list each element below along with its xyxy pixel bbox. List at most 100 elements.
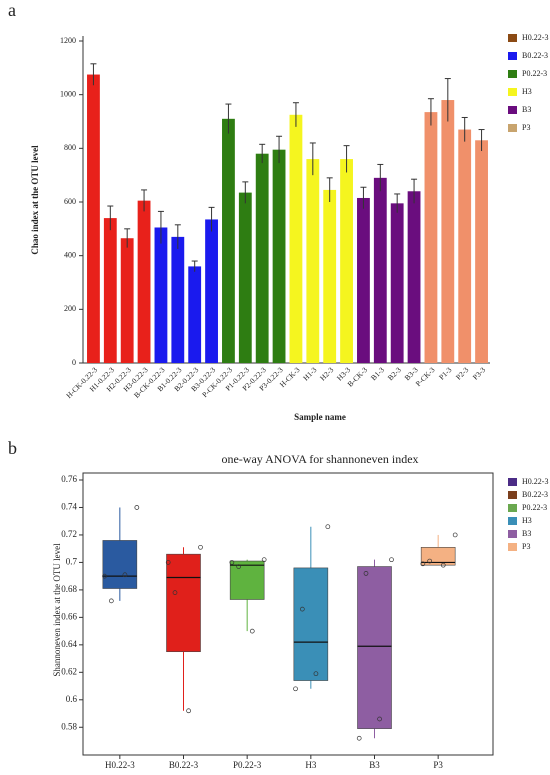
y-tick-label: 1200 (60, 36, 76, 45)
y-axis-label: Chao index at the OTU level (30, 145, 40, 255)
legend-swatch (508, 106, 517, 114)
legend-swatch (508, 52, 517, 60)
legend-label: P3 (522, 542, 530, 551)
box (166, 553, 201, 653)
bar (407, 191, 421, 363)
data-point (313, 671, 319, 677)
x-tick-label: B0.22-3 (169, 760, 199, 770)
data-point (172, 590, 178, 595)
legend-label: H3 (522, 87, 532, 96)
bar (441, 100, 455, 364)
y-tick-label: 0.72 (61, 529, 77, 539)
box (293, 567, 329, 681)
x-tick-label: P3 (433, 760, 443, 770)
y-tick-label: 0.66 (61, 611, 77, 621)
legend-swatch (508, 491, 517, 499)
data-point (299, 606, 305, 612)
legend-label: H3 (522, 516, 532, 525)
data-point (108, 598, 114, 604)
data-point (325, 524, 331, 530)
bar (373, 177, 387, 363)
bar (171, 236, 185, 363)
x-tick-label: B2-3 (386, 365, 403, 382)
data-point (452, 532, 458, 538)
data-point (440, 562, 446, 568)
data-point (261, 557, 267, 563)
bar (289, 114, 303, 364)
data-point (102, 573, 107, 579)
x-tick-label: B3 (369, 760, 380, 770)
data-point (363, 571, 369, 576)
data-point (122, 572, 128, 578)
legend-label: P3 (522, 123, 530, 132)
legend-label: B0.22-3 (522, 51, 548, 60)
bar (458, 129, 472, 363)
x-tick-label: H2-3 (318, 365, 335, 382)
legend-label: P0.22-3 (522, 69, 547, 78)
plot-frame (82, 472, 494, 756)
x-tick-label: B1-3 (369, 365, 386, 382)
data-point (186, 708, 191, 714)
bar (137, 200, 151, 363)
y-tick-label: 0.58 (61, 721, 77, 731)
bar (323, 189, 337, 363)
data-point (134, 505, 140, 510)
bar (475, 140, 488, 363)
x-axis-label: Sample name (294, 412, 346, 422)
data-point (198, 544, 203, 550)
y-tick-label: 0.76 (61, 474, 77, 484)
bar (306, 159, 320, 363)
y-tick-label: 0.6 (66, 694, 78, 704)
bar (238, 192, 252, 363)
data-point (236, 564, 242, 569)
legend-swatch (508, 70, 517, 78)
data-point (249, 628, 255, 634)
data-point (427, 558, 433, 564)
bar (255, 153, 269, 363)
y-tick-label: 0.68 (61, 584, 77, 594)
x-tick-label: P1-3 (437, 365, 454, 382)
data-point (356, 735, 362, 741)
y-tick-label: 0.74 (61, 502, 77, 512)
y-tick-label: 400 (64, 250, 76, 259)
x-tick-label: H1-3 (301, 365, 318, 382)
bar (424, 112, 438, 363)
y-tick-label: 0.7 (66, 556, 78, 566)
bar (222, 118, 235, 363)
bar (188, 266, 202, 363)
x-tick-label: P3-3 (471, 365, 488, 382)
x-tick-label: P2-3 (454, 365, 471, 382)
box (102, 540, 138, 589)
legend-label: B0.22-3 (522, 490, 548, 499)
y-tick-label: 0 (72, 358, 76, 367)
panel-label: b (8, 438, 17, 458)
data-point (377, 716, 382, 722)
data-point (420, 561, 426, 567)
legend-swatch (508, 530, 517, 538)
y-tick-label: 800 (64, 143, 76, 152)
bar (103, 218, 117, 363)
data-point (165, 560, 171, 565)
legend-label: B3 (522, 529, 531, 538)
y-tick-label: 0.62 (61, 666, 77, 676)
box (420, 547, 456, 566)
y-axis-label: Shannoneven index at the OTU level (52, 543, 62, 677)
y-tick-label: 1000 (60, 89, 76, 98)
bar (205, 219, 218, 363)
bar (390, 203, 404, 363)
bar (340, 159, 353, 363)
legend-label: B3 (522, 105, 531, 114)
legend-swatch (508, 543, 517, 551)
data-point (293, 686, 298, 692)
y-tick-label: 200 (64, 304, 76, 313)
data-point (389, 557, 394, 563)
bar (87, 74, 100, 364)
x-tick-label: P-CK-3 (414, 365, 437, 388)
bar (154, 227, 168, 363)
x-tick-label: H0.22-3 (105, 760, 135, 770)
bar (120, 238, 134, 363)
y-tick-label: 0.64 (61, 639, 77, 649)
panel-label: a (8, 0, 16, 20)
chart-title: one-way ANOVA for shannoneven index (221, 452, 418, 466)
